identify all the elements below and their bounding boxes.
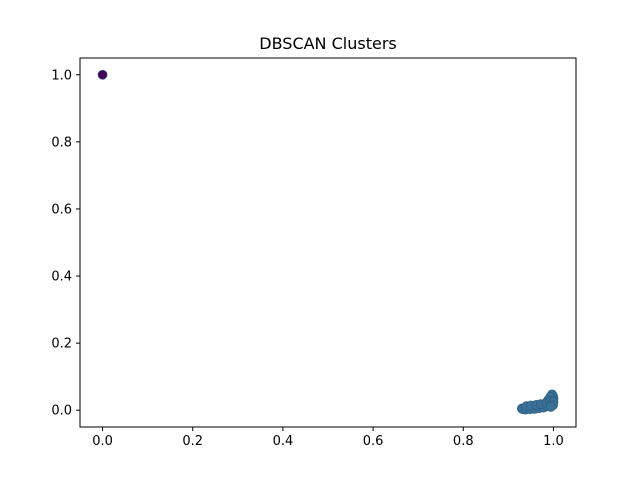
y-tick-label-0: 0.0 xyxy=(51,404,72,419)
chart-title: DBSCAN Clusters xyxy=(259,34,396,53)
x-tick-label-2: 0.4 xyxy=(273,434,294,449)
x-tick-label-1: 0.2 xyxy=(182,434,203,449)
axes-frame xyxy=(79,57,577,428)
y-tick-label-1: 0.2 xyxy=(51,337,72,352)
y-tick-label-5: 1.0 xyxy=(51,68,72,83)
x-tick-label-5: 1.0 xyxy=(543,434,564,449)
y-tick-label-2: 0.4 xyxy=(51,270,72,285)
y-tick-label-3: 0.6 xyxy=(51,202,72,217)
x-tick-label-0: 0.0 xyxy=(92,434,113,449)
scatter-point-0-0 xyxy=(97,69,108,80)
axes-layer: 0.0 0.2 0.4 0.6 0.8 1.0 0.0 0.2 0.4 0.6 0.8 1.0 xyxy=(51,57,577,449)
y-tick-label-4: 0.8 xyxy=(51,135,72,150)
scatter-point-1-44 xyxy=(545,401,556,412)
x-tick-label-3: 0.6 xyxy=(363,434,384,449)
points-layer xyxy=(97,69,559,415)
plot-area xyxy=(80,58,576,427)
x-tick-label-4: 0.8 xyxy=(453,434,474,449)
